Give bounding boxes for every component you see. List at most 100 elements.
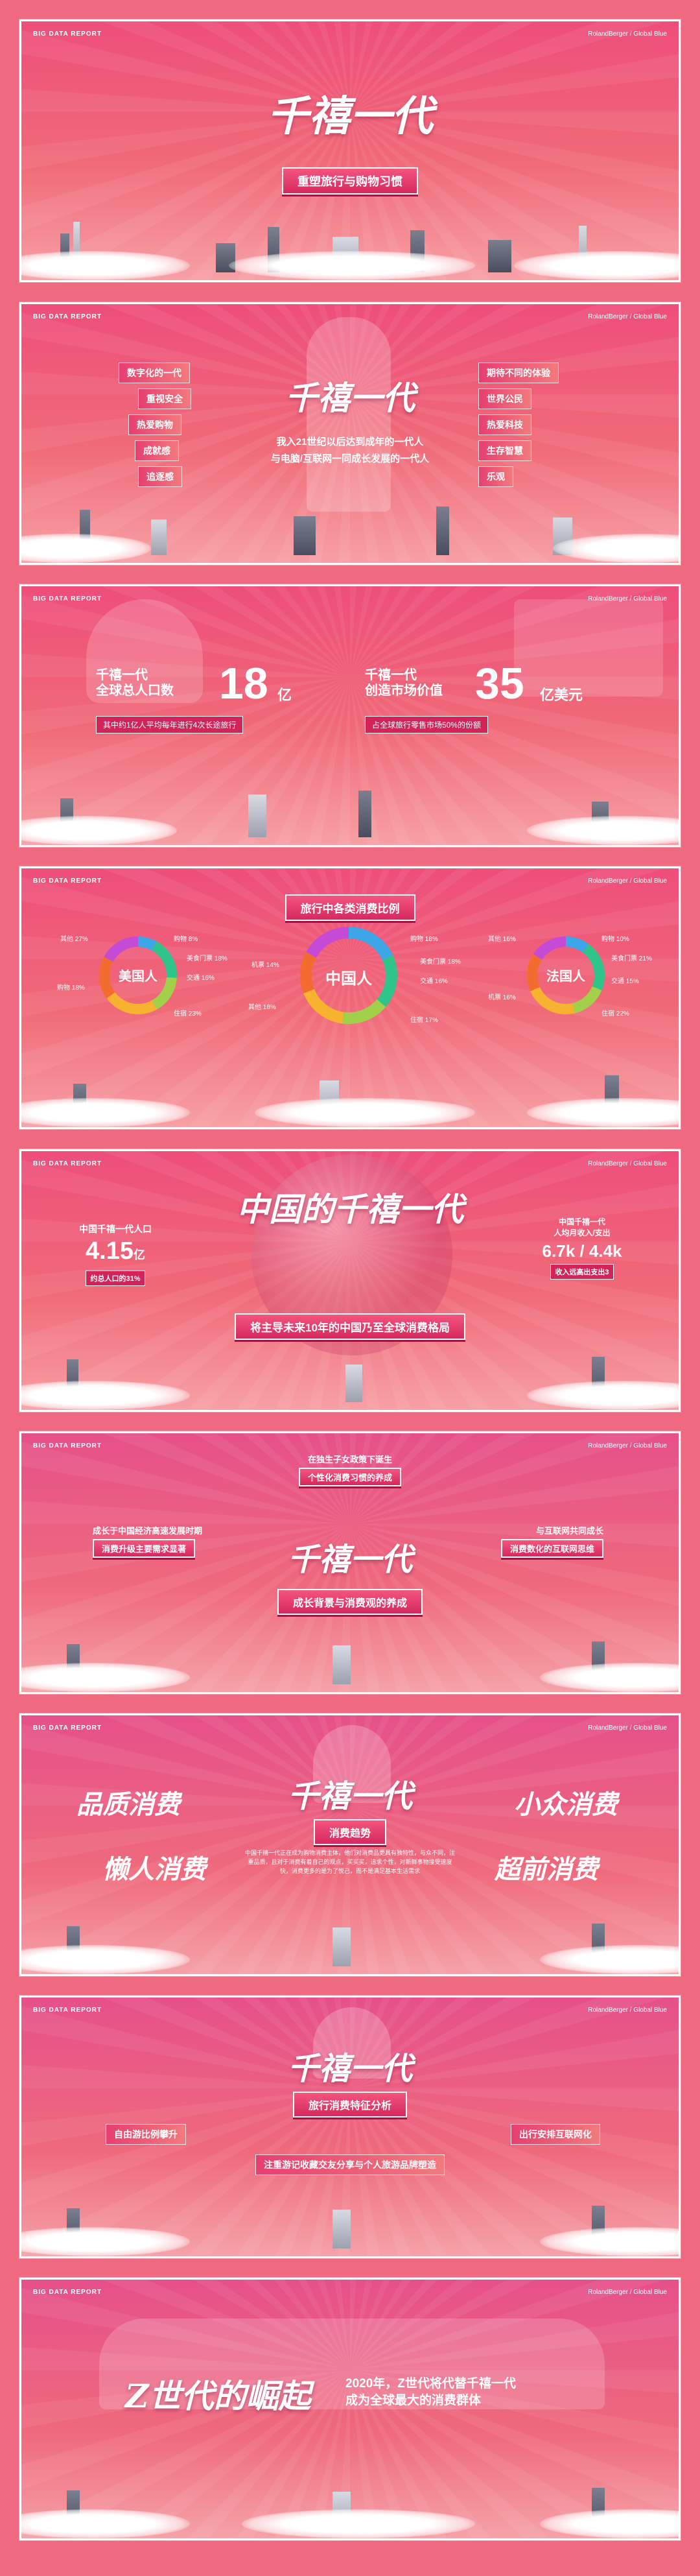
skyline-illustration: [21, 1913, 679, 1974]
report-label: BIG DATA REPORT: [33, 1442, 102, 1449]
person-silhouette: [313, 2007, 391, 2079]
skyline-illustration: [21, 1630, 679, 1692]
statement-line-1: 2020年，Z世代将代替千禧一代: [345, 2377, 516, 2391]
donut-france: [527, 936, 605, 1014]
stat-china-population: 中国千禧一代人口 4.15亿 约总人口的31%: [67, 1222, 164, 1286]
stat-head: 千禧一代: [365, 668, 417, 682]
stat-subnote: 占全球旅行零售市场50%的份额: [365, 716, 489, 733]
statement-line-2: 成为全球最大的消费群体: [345, 2394, 482, 2407]
trait-tag: 数字化的一代: [119, 363, 190, 383]
brand-label: RolandBerger / Global Blue: [588, 313, 667, 320]
gen-z-statement: 2020年，Z世代将代替千禧一代 成为全球最大的消费群体: [345, 2376, 516, 2409]
note-banner: 消费数化的互联网思维: [501, 1539, 604, 1558]
trend-label: 品质消费: [76, 1789, 180, 1820]
donut-slice-label: 其他 16%: [488, 936, 516, 943]
donut-slice-label: 住宿 17%: [410, 1017, 438, 1024]
donut-slice-label: 美食门票 18%: [420, 959, 461, 966]
person-silhouette: [307, 317, 391, 512]
panel-trends: BIG DATA REPORT RolandBerger / Global Bl…: [19, 1713, 681, 1976]
panel-stats: BIG DATA REPORT RolandBerger / Global Bl…: [19, 584, 681, 847]
panel-title: 千禧一代: [285, 379, 415, 417]
stat-unit: 亿美元: [540, 687, 583, 703]
feature-tag: 出行安排互联网化: [511, 2124, 600, 2145]
donut-slice-label: 美食门票 21%: [611, 955, 652, 962]
note-banner: 消费升级主要需求显著: [93, 1539, 196, 1558]
donut-center-label: 法国人: [546, 970, 585, 984]
title-block: 千禧一代: [21, 2043, 679, 2088]
trait-tag: 热爱科技: [478, 414, 531, 435]
skyline-illustration: [21, 1348, 679, 1410]
conclusion-banner: 成长背景与消费观的养成: [277, 1589, 423, 1615]
feature-tag: 自由游比例攀升: [106, 2124, 186, 2145]
panel-title: 旅行中各类消费比例: [285, 894, 415, 921]
report-label: BIG DATA REPORT: [33, 2289, 102, 2296]
stat-head: 千禧一代: [96, 668, 148, 682]
panel-gen-z: BIG DATA REPORT RolandBerger / Global Bl…: [19, 2278, 681, 2540]
right-note: 与互联网共同成长 消费数化的互联网思维: [501, 1524, 604, 1558]
title-wrap: 旅行中各类消费比例: [21, 894, 679, 921]
subtitle-banner: 重塑旅行与购物习惯: [282, 167, 418, 195]
top-note: 在独生子女政策下诞生 个性化消费习惯的养成: [21, 1453, 679, 1486]
feature-banner: 旅行消费特征分析: [292, 2092, 407, 2117]
brand-label: RolandBerger / Global Blue: [588, 595, 667, 602]
page-title: 千禧一代: [267, 92, 433, 141]
subtitle-wrap: 重塑旅行与购物习惯: [21, 167, 679, 195]
title-block: 千禧一代: [21, 1771, 679, 1816]
stat-number: 35: [475, 659, 524, 708]
trend-description: 中国千禧一代正在成为购物消费主体，他们对消费品更具有独特性，与众不同，注重品质，…: [244, 1850, 455, 1874]
panel-title: 千禧一代: [287, 1542, 412, 1578]
person-silhouette: [313, 1725, 391, 1803]
report-label: BIG DATA REPORT: [33, 877, 102, 885]
brand-label: RolandBerger / Global Blue: [588, 2007, 667, 2014]
skyline-illustration: [21, 501, 679, 563]
trait-tag: 追逐感: [138, 466, 182, 487]
donut-center-label: 美国人: [119, 970, 158, 984]
banner-wrap: 消费趋势: [21, 1819, 679, 1845]
stat-number: 18: [219, 659, 268, 708]
donut-slice-label: 其他 18%: [248, 1004, 276, 1011]
description-line-1: 我入21世纪以后达到成年的一代人: [276, 436, 424, 447]
panel-travel-features: BIG DATA REPORT RolandBerger / Global Bl…: [19, 1996, 681, 2258]
panel-cover: BIG DATA REPORT RolandBerger / Global Bl…: [19, 19, 681, 282]
conclusion-banner: 将主导未来10年的中国乃至全球消费格局: [235, 1313, 465, 1340]
title-block: 千禧一代: [21, 372, 679, 419]
donut-china: [300, 927, 397, 1024]
trend-label: 超前消费: [495, 1854, 598, 1885]
stat-china-income: 中国千禧一代 人均月收入/支出 6.7k / 4.4k 收入远高出支出3: [533, 1216, 631, 1280]
brand-label: RolandBerger / Global Blue: [588, 1160, 667, 1167]
report-label: BIG DATA REPORT: [33, 1724, 102, 1732]
brand-label: RolandBerger / Global Blue: [588, 1442, 667, 1449]
stat-unit: 亿: [277, 687, 292, 703]
trait-tag: 重视安全: [138, 388, 191, 409]
stat-subnote: 其中约1亿人平均每年进行4次长途旅行: [96, 716, 244, 733]
title-block: Z世代的崛起: [125, 2370, 311, 2417]
stat-number: 4.15亿: [86, 1237, 145, 1265]
trend-banner: 消费趋势: [313, 1819, 386, 1845]
report-label: BIG DATA REPORT: [33, 313, 102, 320]
donut-slice-label: 其他 27%: [60, 936, 88, 943]
note-banner: 个性化消费习惯的养成: [298, 1468, 401, 1486]
banner-wrap: 旅行消费特征分析: [21, 2092, 679, 2117]
donut-slice-label: 购物 8%: [174, 936, 198, 943]
shopping-bags-photo: [514, 599, 663, 697]
trait-tag: 期待不同的体验: [478, 363, 559, 383]
brand-label: RolandBerger / Global Blue: [588, 2289, 667, 2296]
skyline-illustration: [21, 219, 679, 280]
donut-slice-label: 购物 18%: [410, 936, 438, 943]
donut-slice-label: 机票 16%: [488, 994, 516, 1001]
trait-tag: 成就感: [135, 440, 179, 461]
trend-label: 懒人消费: [102, 1854, 206, 1885]
brand-label: RolandBerger / Global Blue: [588, 877, 667, 885]
skyline-illustration: [21, 783, 679, 845]
panel-background: BIG DATA REPORT RolandBerger / Global Bl…: [19, 1431, 681, 1694]
report-label: BIG DATA REPORT: [33, 1160, 102, 1167]
skyline-illustration: [21, 2195, 679, 2256]
stat-head: 人均月收入/支出: [554, 1228, 611, 1237]
stat-head: 创造市场价值: [365, 684, 443, 698]
title-block: 千禧一代: [21, 1534, 679, 1579]
stat-market: 千禧一代 创造市场价值: [365, 667, 443, 698]
trend-label: 小众消费: [514, 1789, 618, 1820]
note-head: 成长于中国经济高速发展时期: [93, 1526, 203, 1536]
description: 我入21世纪以后达到成年的一代人 与电脑/互联网一同成长发展的一代人: [21, 434, 679, 468]
panel-title: 中国的千禧一代: [237, 1190, 463, 1228]
